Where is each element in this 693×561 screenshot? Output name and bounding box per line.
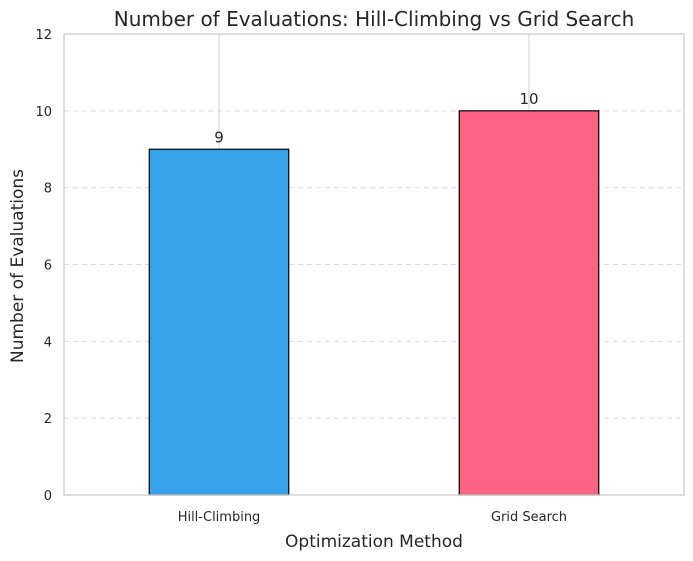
y-tick-label: 10: [35, 105, 52, 120]
chart-title: Number of Evaluations: Hill-Climbing vs …: [114, 7, 635, 31]
x-tick-label: Hill-Climbing: [178, 510, 261, 525]
bars: [148, 110, 600, 496]
y-axis-label: Number of Evaluations: [8, 169, 28, 363]
data-label: 9: [214, 128, 224, 146]
y-tick-label: 8: [44, 182, 52, 197]
bar-hill-climbing: [148, 148, 290, 496]
x-tick-label: Grid Search: [491, 510, 567, 525]
y-tick-label: 12: [35, 28, 52, 43]
y-tick-label: 2: [44, 412, 52, 427]
data-label: 10: [519, 90, 538, 108]
y-tick-label: 0: [44, 489, 52, 504]
bar-grid-search: [458, 110, 600, 496]
axes: 0 2 4 6 8 10 12 Hill-Climbing Grid Search: [35, 28, 685, 525]
x-axis-label: Optimization Method: [285, 532, 463, 552]
y-tick-label: 4: [44, 335, 52, 350]
plot-frame: [63, 33, 685, 496]
y-tick-label: 6: [44, 259, 52, 274]
data-labels: 9 10: [214, 90, 538, 146]
